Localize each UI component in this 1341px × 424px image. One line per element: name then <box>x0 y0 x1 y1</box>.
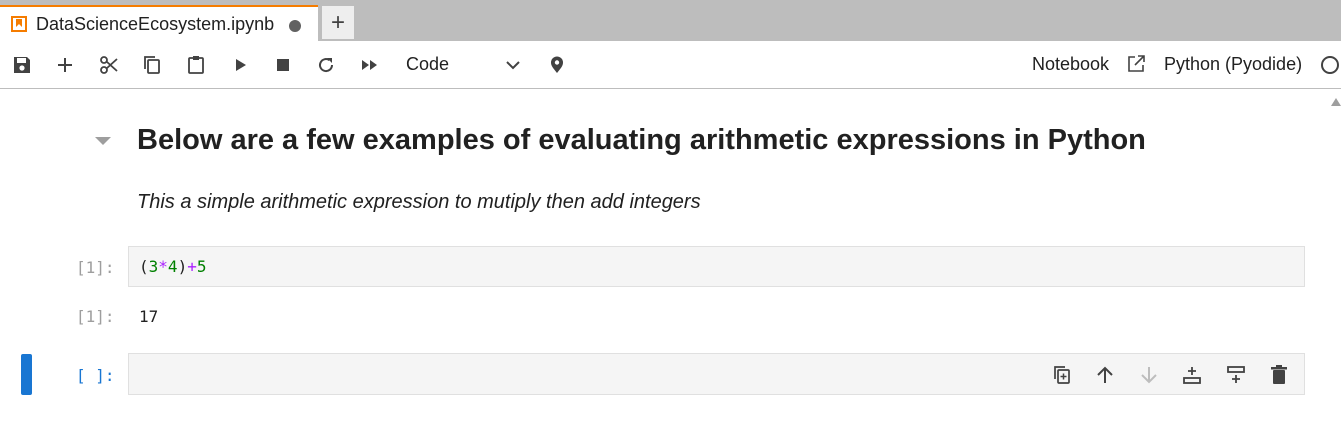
save-button[interactable] <box>10 53 34 77</box>
move-up-icon <box>1097 366 1113 383</box>
code-token: * <box>158 257 168 276</box>
add-tab-button[interactable]: + <box>322 6 354 39</box>
insert-below-icon <box>1227 366 1245 383</box>
fast-forward-icon <box>362 60 377 70</box>
add-icon <box>58 58 72 72</box>
input-prompt: [1]: <box>76 258 115 277</box>
cut-icon <box>100 56 118 74</box>
code-token: 3 <box>148 257 159 276</box>
duplicate-cell-button[interactable] <box>1050 363 1074 387</box>
debugger-button[interactable] <box>545 53 569 77</box>
move-down-icon <box>1141 367 1157 384</box>
insert-above-button[interactable] <box>1180 363 1204 387</box>
kernel-name[interactable]: Python (Pyodide) <box>1164 54 1303 74</box>
stop-button[interactable] <box>271 53 295 77</box>
unsaved-indicator-icon[interactable] <box>289 20 301 32</box>
insert-above-icon <box>1183 367 1201 384</box>
code-token: ( <box>139 257 149 276</box>
code-token: 4 <box>167 257 178 276</box>
cell-output: 17 <box>139 307 159 326</box>
open-in-notebook-link[interactable]: Notebook <box>1032 54 1110 74</box>
copy-icon <box>144 56 160 74</box>
notebook-toolbar: Code Notebook Python (Pyodide) <box>0 41 1341 89</box>
code-editor[interactable] <box>128 353 1305 395</box>
notebook-icon <box>11 16 27 32</box>
restart-icon <box>319 58 334 73</box>
code-line: (3*4)+5 <box>139 257 206 276</box>
markdown-heading: Below are a few examples of evaluating a… <box>137 124 1146 156</box>
paste-icon <box>188 56 204 74</box>
collapse-heading-icon[interactable] <box>95 137 111 145</box>
run-all-button[interactable] <box>358 53 382 77</box>
paste-button[interactable] <box>184 53 208 77</box>
tab-title: DataScienceEcosystem.ipynb <box>36 14 275 34</box>
move-down-button[interactable] <box>1137 363 1161 387</box>
save-icon <box>14 57 30 73</box>
chevron-down-icon <box>506 61 520 70</box>
delete-cell-button[interactable] <box>1267 363 1291 387</box>
notebook-tab[interactable]: DataScienceEcosystem.ipynb <box>0 5 318 41</box>
stop-icon <box>277 59 289 71</box>
tab-bar: DataScienceEcosystem.ipynb + <box>0 0 1341 41</box>
scroll-up-arrow-icon[interactable] <box>1331 98 1341 106</box>
run-icon <box>236 59 246 71</box>
pin-icon <box>551 56 563 73</box>
copy-button[interactable] <box>140 53 164 77</box>
code-token: ) <box>177 257 188 276</box>
code-editor[interactable]: (3*4)+5 <box>128 246 1305 287</box>
run-button[interactable] <box>228 53 252 77</box>
restart-button[interactable] <box>314 53 338 77</box>
markdown-paragraph: This a simple arithmetic expression to m… <box>137 191 701 213</box>
add-cell-button[interactable] <box>53 53 77 77</box>
external-link-icon[interactable] <box>1126 54 1146 74</box>
cell-type-select[interactable]: Code <box>398 51 530 79</box>
code-token: 5 <box>196 257 207 276</box>
active-cell-indicator[interactable] <box>21 354 32 395</box>
cell-type-value: Code <box>406 54 450 74</box>
insert-below-button[interactable] <box>1224 363 1248 387</box>
delete-icon <box>1271 365 1287 384</box>
cut-button[interactable] <box>97 53 121 77</box>
output-prompt: [1]: <box>76 307 115 326</box>
duplicate-icon <box>1054 366 1070 384</box>
input-prompt: [ ]: <box>76 366 115 385</box>
kernel-status-icon <box>1321 56 1339 74</box>
move-up-button[interactable] <box>1093 363 1117 387</box>
code-token: + <box>187 257 197 276</box>
